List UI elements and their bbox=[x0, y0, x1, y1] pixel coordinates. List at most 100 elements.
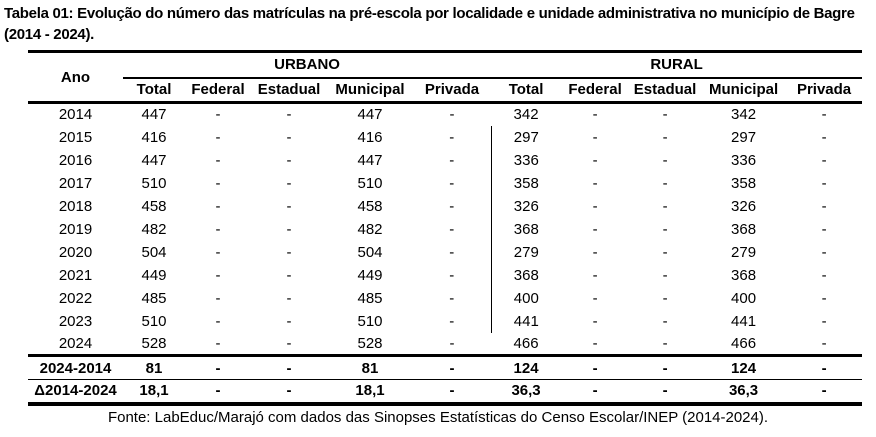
value-cell: 441 bbox=[731, 312, 757, 330]
value-cell: - bbox=[286, 382, 292, 400]
value-cell: 326 bbox=[731, 197, 757, 215]
value-cell: 342 bbox=[513, 106, 539, 124]
summary-label-cell: 2024-2014 bbox=[28, 355, 123, 380]
value-cell: 528 bbox=[327, 332, 413, 357]
value-cell: 510 bbox=[357, 174, 383, 192]
col-header-rural-municipal: Municipal bbox=[701, 77, 787, 104]
value-cell: 336 bbox=[490, 148, 562, 172]
col-header-urbano-estadual: Estadual bbox=[251, 77, 327, 104]
col-header-rural-total: Total bbox=[491, 77, 562, 104]
year-cell: 2021 bbox=[58, 266, 93, 284]
urbano-group-header: URBANO bbox=[123, 51, 492, 79]
value-cell: 81 bbox=[327, 355, 413, 380]
value-cell: - bbox=[215, 382, 221, 400]
value-cell: - bbox=[251, 332, 327, 357]
year-cell: 2019 bbox=[58, 220, 93, 238]
value-cell: 416 bbox=[357, 128, 383, 146]
value-cell: - bbox=[286, 220, 292, 238]
value-cell: 466 bbox=[701, 332, 787, 357]
table-row: 2023 510 - - 510 - 441 - - 441 - bbox=[28, 309, 862, 333]
col-header-rural-estadual: Estadual bbox=[629, 77, 702, 104]
value-cell: - bbox=[185, 355, 251, 380]
value-cell: - bbox=[821, 197, 827, 215]
value-cell: - bbox=[561, 332, 630, 357]
group-header-row: Ano URBANO RURAL bbox=[28, 51, 863, 104]
value-cell: 510 bbox=[357, 312, 383, 330]
col-header-rural-federal: Federal bbox=[561, 77, 630, 104]
value-cell: 510 bbox=[141, 174, 167, 192]
value-cell: - bbox=[662, 151, 668, 169]
value-cell: - bbox=[286, 312, 292, 330]
value-cell: 124 bbox=[491, 355, 562, 380]
value-cell: - bbox=[215, 266, 221, 284]
value-cell: - bbox=[662, 312, 668, 330]
value-cell: - bbox=[662, 289, 668, 307]
value-cell: - bbox=[821, 128, 827, 146]
value-cell: 336 bbox=[731, 151, 757, 169]
value-cell: - bbox=[449, 266, 455, 284]
value-cell: - bbox=[821, 106, 827, 124]
table-row: 2015 416 - - 416 - 297 - - 297 - bbox=[28, 125, 862, 149]
value-cell: - bbox=[662, 382, 668, 400]
col-header-urbano-municipal: Municipal bbox=[327, 77, 413, 104]
table-row: 2021 449 - - 449 - 368 - - 368 - bbox=[28, 263, 862, 287]
value-cell: - bbox=[662, 106, 668, 124]
value-cell: 279 bbox=[731, 243, 757, 261]
value-cell: - bbox=[662, 243, 668, 261]
value-cell: 482 bbox=[357, 220, 383, 238]
value-cell: - bbox=[821, 289, 827, 307]
value-cell: 124 bbox=[701, 355, 787, 380]
value-cell: 297 bbox=[731, 128, 757, 146]
year-cell: 2023 bbox=[58, 312, 93, 330]
value-cell: - bbox=[592, 197, 598, 215]
value-cell: - bbox=[592, 151, 598, 169]
value-cell: 441 bbox=[490, 309, 562, 333]
col-header-rural-privada: Privada bbox=[786, 77, 863, 104]
value-cell: - bbox=[592, 312, 598, 330]
value-cell: 485 bbox=[141, 289, 167, 307]
table-row: 2019 482 - - 482 - 368 - - 368 - bbox=[28, 217, 862, 241]
ano-column-header: Ano bbox=[28, 51, 123, 104]
year-cell: 2022 bbox=[58, 289, 93, 307]
value-cell: 81 bbox=[123, 355, 185, 380]
value-cell: - bbox=[821, 382, 827, 400]
value-cell: - bbox=[629, 332, 702, 357]
col-header-urbano-total: Total bbox=[123, 77, 185, 104]
value-cell: - bbox=[215, 243, 221, 261]
value-cell: 358 bbox=[490, 171, 562, 195]
value-cell: 326 bbox=[490, 194, 562, 218]
table-title: Tabela 01: Evolução do número das matríc… bbox=[4, 5, 855, 43]
value-cell: - bbox=[286, 106, 292, 124]
value-cell: - bbox=[215, 289, 221, 307]
value-cell: - bbox=[821, 243, 827, 261]
value-cell: - bbox=[821, 151, 827, 169]
value-cell: - bbox=[592, 220, 598, 238]
value-cell: 458 bbox=[357, 197, 383, 215]
value-cell: - bbox=[592, 289, 598, 307]
value-cell: - bbox=[662, 197, 668, 215]
value-cell: - bbox=[449, 382, 455, 400]
value-cell: - bbox=[286, 289, 292, 307]
value-cell: 36,3 bbox=[511, 382, 541, 400]
table-row: 2022 485 - - 485 - 400 - - 400 - bbox=[28, 286, 862, 310]
value-cell: 279 bbox=[490, 240, 562, 264]
value-cell: - bbox=[286, 243, 292, 261]
value-cell: 485 bbox=[357, 289, 383, 307]
col-header-urbano-federal: Federal bbox=[185, 77, 251, 104]
value-cell: 368 bbox=[490, 217, 562, 241]
value-cell: 510 bbox=[141, 312, 167, 330]
value-cell: - bbox=[662, 128, 668, 146]
value-cell: - bbox=[592, 174, 598, 192]
value-cell: 449 bbox=[141, 266, 167, 284]
table-row: 2014 447 - - 447 - 342 - - 342 - bbox=[28, 103, 862, 126]
value-cell: - bbox=[185, 332, 251, 357]
value-cell: - bbox=[592, 382, 598, 400]
value-cell: 447 bbox=[141, 151, 167, 169]
value-cell: - bbox=[821, 174, 827, 192]
value-cell: - bbox=[215, 220, 221, 238]
summary-row: 2024-2014 81- -81-124- -124- bbox=[28, 355, 863, 380]
value-cell: - bbox=[286, 151, 292, 169]
value-cell: - bbox=[629, 355, 702, 380]
summary-label-cell: Δ2014-2024 bbox=[34, 382, 117, 400]
